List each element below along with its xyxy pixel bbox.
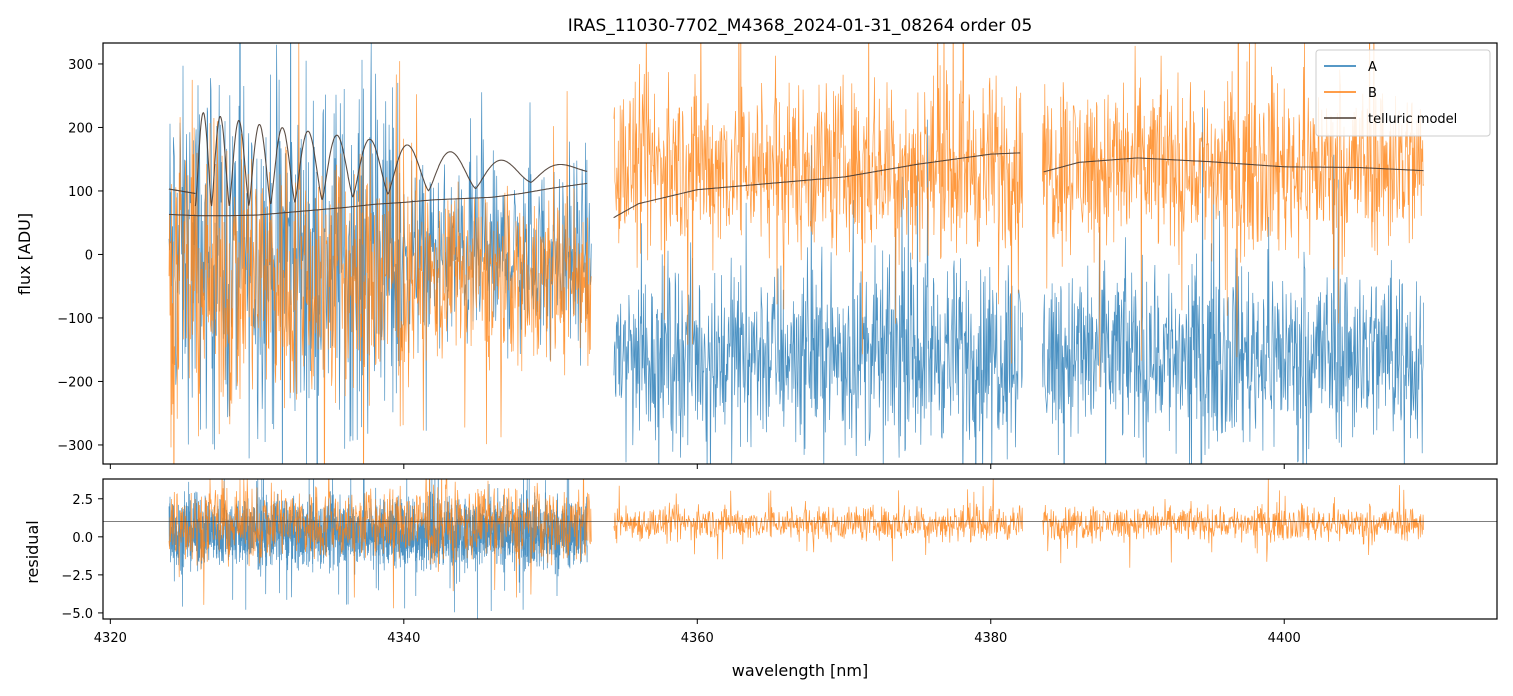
telluric-model-line-3 xyxy=(1043,157,1424,173)
top-ytick-label: 200 xyxy=(68,121,93,136)
telluric-model-line-0 xyxy=(168,182,588,217)
residual-B-line xyxy=(168,479,1424,609)
top-panel-ticks: −300 −200 −100 0 100 200 300 xyxy=(57,58,1285,469)
bottom-ytick-label: 2.5 xyxy=(72,493,93,508)
bottom-xtick-label: 4360 xyxy=(681,631,714,646)
top-ytick-label: 0 xyxy=(85,248,93,263)
legend-label-A: A xyxy=(1368,60,1377,75)
top-ytick-label: −200 xyxy=(57,375,93,390)
bottom-xtick-label: 4340 xyxy=(387,631,420,646)
chart-title: IRAS_11030-7702_M4368_2024-01-31_08264 o… xyxy=(568,16,1033,36)
top-ytick-label: −100 xyxy=(57,312,93,327)
top-ytick-label: 100 xyxy=(68,185,93,200)
top-ytick-label: 300 xyxy=(68,58,93,73)
bottom-xlabel: wavelength [nm] xyxy=(732,661,869,680)
telluric-model-line-2 xyxy=(613,152,1021,219)
bottom-xtick-label: 4320 xyxy=(94,631,127,646)
bottom-ytick-label: 0.0 xyxy=(72,531,93,546)
bottom-xtick-label: 4400 xyxy=(1268,631,1301,646)
bottom-ylabel: residual xyxy=(23,520,42,583)
bottom-xtick-label: 4380 xyxy=(974,631,1007,646)
top-panel-data xyxy=(168,43,1424,464)
bottom-ytick-label: −5.0 xyxy=(61,607,93,622)
telluric-model-line-1 xyxy=(168,188,196,195)
bottom-ytick-label: −2.5 xyxy=(61,569,93,584)
legend: A B telluric model xyxy=(1315,49,1491,137)
top-ytick-label: −300 xyxy=(57,439,93,454)
legend-label-telluric: telluric model xyxy=(1368,112,1457,127)
bottom-panel-frame xyxy=(102,478,1498,620)
legend-label-B: B xyxy=(1368,86,1377,101)
top-ylabel: flux [ADU] xyxy=(15,213,34,295)
top-panel-frame xyxy=(102,42,1498,465)
bottom-panel-ticks: 4320 4340 4360 4380 4400 −5.0 −2.5 0.0 2.5 xyxy=(61,493,1300,646)
bottom-panel-data xyxy=(103,479,1497,619)
telluric-model-ripple xyxy=(194,111,588,207)
